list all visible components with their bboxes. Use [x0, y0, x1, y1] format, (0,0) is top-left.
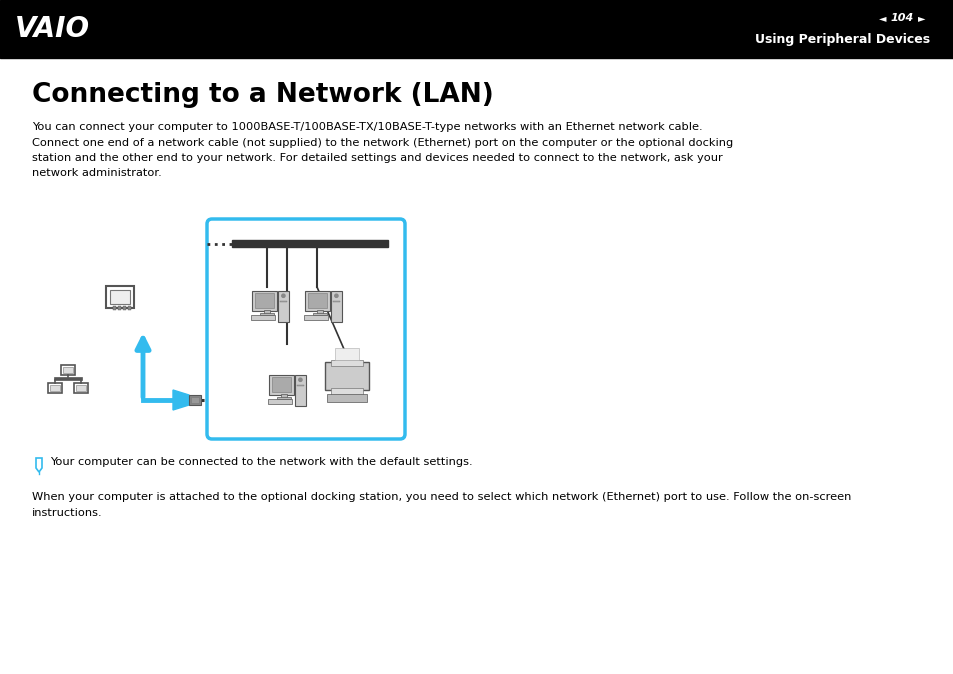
- Bar: [112, 306, 116, 310]
- Bar: [0, 0, 953, 58]
- Bar: [305, 291, 330, 311]
- Bar: [268, 400, 292, 404]
- Circle shape: [335, 294, 337, 297]
- Bar: [252, 291, 276, 311]
- Bar: [251, 315, 274, 320]
- Bar: [106, 286, 133, 308]
- Text: instructions.: instructions.: [32, 508, 103, 518]
- Text: VAIO: VAIO: [15, 15, 90, 43]
- Bar: [118, 306, 121, 310]
- Circle shape: [281, 294, 285, 297]
- Polygon shape: [36, 458, 42, 472]
- Bar: [331, 388, 363, 396]
- Bar: [280, 394, 287, 398]
- Bar: [295, 375, 306, 406]
- Text: You can connect your computer to 1000BASE-T/100BASE-TX/10BASE-T-type networks wi: You can connect your computer to 1000BAS…: [32, 122, 702, 132]
- Text: Connecting to a Network (LAN): Connecting to a Network (LAN): [32, 82, 494, 108]
- Bar: [303, 315, 328, 320]
- Bar: [76, 385, 86, 391]
- Bar: [128, 306, 131, 310]
- Bar: [308, 293, 327, 308]
- Text: network administrator.: network administrator.: [32, 168, 162, 179]
- Bar: [269, 375, 294, 394]
- Bar: [316, 309, 323, 314]
- Bar: [61, 365, 75, 375]
- Bar: [296, 385, 304, 386]
- Bar: [272, 377, 291, 392]
- Bar: [48, 383, 62, 393]
- Bar: [325, 362, 369, 390]
- Bar: [123, 306, 126, 310]
- Bar: [63, 367, 73, 373]
- Bar: [74, 383, 88, 393]
- Bar: [331, 291, 342, 322]
- Bar: [327, 394, 367, 402]
- Text: When your computer is attached to the optional docking station, you need to sele: When your computer is attached to the op…: [32, 492, 850, 502]
- Bar: [54, 377, 82, 380]
- Bar: [191, 397, 199, 403]
- Bar: [280, 301, 287, 303]
- Bar: [259, 313, 274, 315]
- Circle shape: [298, 378, 302, 381]
- Text: ►: ►: [917, 13, 924, 23]
- Text: ◄: ◄: [878, 13, 885, 23]
- Bar: [333, 301, 340, 303]
- Text: station and the other end to your network. For detailed settings and devices nee: station and the other end to your networ…: [32, 153, 722, 163]
- Bar: [232, 240, 388, 247]
- Text: Connect one end of a network cable (not supplied) to the network (Ethernet) port: Connect one end of a network cable (not …: [32, 137, 733, 148]
- Bar: [276, 397, 291, 400]
- Bar: [313, 313, 327, 315]
- Bar: [335, 348, 358, 360]
- Bar: [254, 293, 274, 308]
- Text: Using Peripheral Devices: Using Peripheral Devices: [754, 34, 929, 47]
- Bar: [331, 360, 363, 366]
- Text: Your computer can be connected to the network with the default settings.: Your computer can be connected to the ne…: [50, 457, 472, 467]
- Bar: [263, 309, 270, 314]
- Bar: [50, 385, 60, 391]
- Bar: [278, 291, 289, 322]
- Bar: [110, 290, 130, 304]
- Text: 104: 104: [889, 13, 913, 23]
- Polygon shape: [172, 390, 189, 410]
- Bar: [189, 395, 201, 405]
- FancyBboxPatch shape: [207, 219, 405, 439]
